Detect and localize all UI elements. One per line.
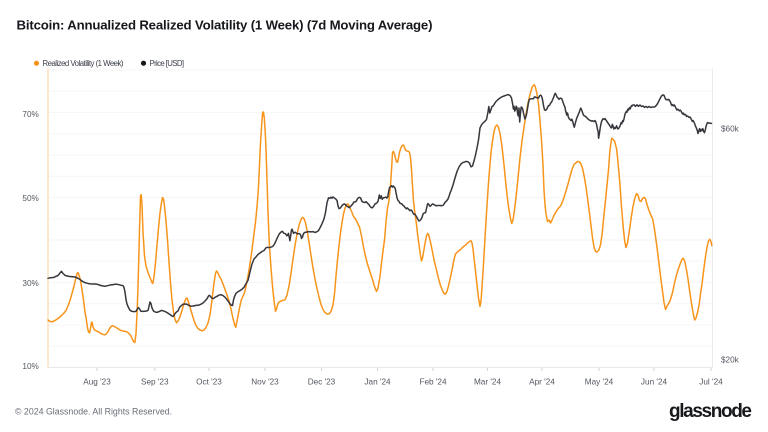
- svg-text:Jul '24: Jul '24: [699, 378, 723, 387]
- svg-text:Mar '24: Mar '24: [474, 378, 501, 387]
- svg-text:$60k: $60k: [721, 125, 740, 134]
- svg-text:Realized Volatility (1 Week): Realized Volatility (1 Week): [43, 59, 124, 68]
- svg-text:Bitcoin: Annualized Realized V: Bitcoin: Annualized Realized Volatility …: [17, 18, 433, 33]
- svg-text:Jan '24: Jan '24: [364, 378, 391, 387]
- svg-text:Nov '23: Nov '23: [251, 378, 279, 387]
- svg-text:Dec '23: Dec '23: [308, 378, 336, 387]
- svg-text:50%: 50%: [22, 194, 38, 203]
- svg-text:Aug '23: Aug '23: [83, 378, 111, 387]
- svg-text:© 2024 Glassnode. All Rights R: © 2024 Glassnode. All Rights Reserved.: [15, 407, 172, 417]
- svg-text:30%: 30%: [22, 279, 38, 288]
- svg-text:10%: 10%: [22, 362, 38, 371]
- svg-text:$20k: $20k: [721, 356, 740, 365]
- svg-text:70%: 70%: [22, 110, 38, 119]
- svg-text:Sep '23: Sep '23: [141, 378, 169, 387]
- svg-text:Price [USD]: Price [USD]: [150, 59, 185, 68]
- svg-text:May '24: May '24: [585, 378, 614, 387]
- svg-text:glassnode: glassnode: [669, 401, 752, 422]
- svg-text:Jun '24: Jun '24: [641, 378, 668, 387]
- svg-text:Oct '23: Oct '23: [196, 378, 222, 387]
- svg-text:Apr '24: Apr '24: [529, 378, 555, 387]
- svg-text:Feb '24: Feb '24: [419, 378, 446, 387]
